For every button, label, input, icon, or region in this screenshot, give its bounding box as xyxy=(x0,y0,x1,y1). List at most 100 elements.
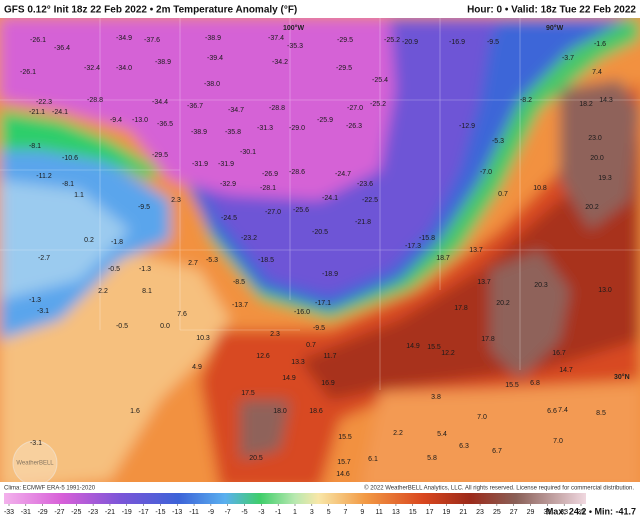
longitude-label: 90°W xyxy=(546,24,564,32)
map-value: 0.7 xyxy=(306,342,316,349)
map-value: -20.9 xyxy=(402,39,418,46)
map-value: -25.2 xyxy=(384,37,400,44)
map-value: -24.1 xyxy=(322,195,338,202)
colorbar-label: 15 xyxy=(409,509,417,516)
map-value: -15.8 xyxy=(419,235,435,242)
map-value: 14.6 xyxy=(336,471,350,478)
colorbar-label: -1 xyxy=(275,509,281,516)
map-value: 11.7 xyxy=(323,353,336,360)
colorbar-label: -5 xyxy=(241,509,247,516)
map-value: 14.3 xyxy=(599,97,613,104)
colorbar-label: 31 xyxy=(543,509,551,516)
map-value: -1.3 xyxy=(139,266,151,273)
colorbar-label: 3 xyxy=(310,509,314,516)
map-value: 16.7 xyxy=(552,350,566,357)
map-value: -17.1 xyxy=(315,300,331,307)
map-value: -31.3 xyxy=(257,125,273,132)
map-value: 20.0 xyxy=(590,155,604,162)
map-value: 20.3 xyxy=(534,282,548,289)
map-value: -9.4 xyxy=(110,117,122,124)
map-value: -34.4 xyxy=(152,99,168,106)
colorbar-label: 23 xyxy=(476,509,484,516)
colorbar-label: -21 xyxy=(105,509,115,516)
map-value: -1.6 xyxy=(594,41,606,48)
map-value: 12.6 xyxy=(256,353,270,360)
map-value: -27.0 xyxy=(265,209,281,216)
map-value: -23.2 xyxy=(241,235,257,242)
map-value: 13.7 xyxy=(469,247,483,254)
map-value: 7.4 xyxy=(558,407,568,414)
map-value: -28.8 xyxy=(87,97,103,104)
map-value: 7.0 xyxy=(553,438,563,445)
colorbar-label: -25 xyxy=(71,509,81,516)
map-value: -27.0 xyxy=(347,105,363,112)
colorbar-label: -19 xyxy=(122,509,132,516)
colorbar-label: 25 xyxy=(493,509,501,516)
map-value: -37.4 xyxy=(268,35,284,42)
colorbar-label: -29 xyxy=(38,509,48,516)
map-value: 18.7 xyxy=(436,255,450,262)
climatology-note: Clima: ECMWF ERA-5 1991-2020 xyxy=(4,486,96,492)
map-value: -22.3 xyxy=(36,99,52,106)
map-value: -35.8 xyxy=(225,129,241,136)
colorbar-label: 9 xyxy=(360,509,364,516)
map-value: 2.7 xyxy=(188,260,198,267)
map-value: -8.1 xyxy=(29,143,41,150)
map-value: -3.7 xyxy=(562,55,574,62)
colorbar-label: -13 xyxy=(172,509,182,516)
map-value: 2.2 xyxy=(98,288,108,295)
map-value: 13.0 xyxy=(598,287,612,294)
map-value: -3.1 xyxy=(30,440,42,447)
copyright: © 2022 WeatherBELL Analytics, LLC. All r… xyxy=(364,485,634,492)
map-value: -38.9 xyxy=(205,35,221,42)
map-value: 17.8 xyxy=(454,305,468,312)
map-value: 20.5 xyxy=(249,455,263,462)
map-value: -3.1 xyxy=(37,308,49,315)
colorbar-label: 35 xyxy=(577,509,585,516)
map-value: -30.1 xyxy=(240,149,256,156)
max-min: Max: 24.2 • Min: -41.7 xyxy=(546,506,636,516)
map-value: -9.5 xyxy=(313,325,325,332)
map-value: 15.5 xyxy=(505,382,519,389)
watermark: WeatherBELL xyxy=(16,461,54,467)
map-value: 13.3 xyxy=(291,359,305,366)
map-value: 15.7 xyxy=(337,459,351,466)
map-value: -24.7 xyxy=(335,171,351,178)
map-value: 14.9 xyxy=(282,375,296,382)
map-value: -2.7 xyxy=(38,255,50,262)
map-value: 18.6 xyxy=(309,408,323,415)
map-value: -25.2 xyxy=(370,101,386,108)
map-value: 20.2 xyxy=(585,204,599,211)
map-value: -21.1 xyxy=(29,109,45,116)
map-value: -10.6 xyxy=(62,155,78,162)
longitude-label: 100°W xyxy=(283,24,304,32)
colorbar-label: -27 xyxy=(54,509,64,516)
colorbar-label: 7 xyxy=(344,509,348,516)
colorbar-label: -9 xyxy=(208,509,214,516)
map-value: 23.0 xyxy=(588,135,602,142)
map-value: -26.3 xyxy=(346,123,362,130)
map-value: 10.3 xyxy=(196,335,210,342)
map-value: -25.4 xyxy=(372,77,388,84)
header-right: Hour: 0 • Valid: 18z Tue 22 Feb 2022 xyxy=(467,5,636,16)
colorbar-label: 17 xyxy=(426,509,434,516)
colorbar-label: -7 xyxy=(225,509,231,516)
map-value: 2.2 xyxy=(393,430,403,437)
colorbar xyxy=(4,493,586,504)
map-value: -16.0 xyxy=(294,309,310,316)
map-value: -17.3 xyxy=(405,243,421,250)
map-value: -8.1 xyxy=(62,181,74,188)
map-value: -26.9 xyxy=(262,171,278,178)
map-value: 0.7 xyxy=(498,191,508,198)
colorbar-label: 5 xyxy=(327,509,331,516)
map-value: -12.9 xyxy=(459,123,475,130)
map-value: -5.3 xyxy=(492,138,504,145)
latitude-label: 30°N xyxy=(614,373,630,381)
map-value: 1.6 xyxy=(130,408,140,415)
map-value: -25.9 xyxy=(317,117,333,124)
map-value: -5.3 xyxy=(206,257,218,264)
map-value: 17.5 xyxy=(241,390,255,397)
map-value: -29.5 xyxy=(336,65,352,72)
map-value: 14.9 xyxy=(406,343,420,350)
